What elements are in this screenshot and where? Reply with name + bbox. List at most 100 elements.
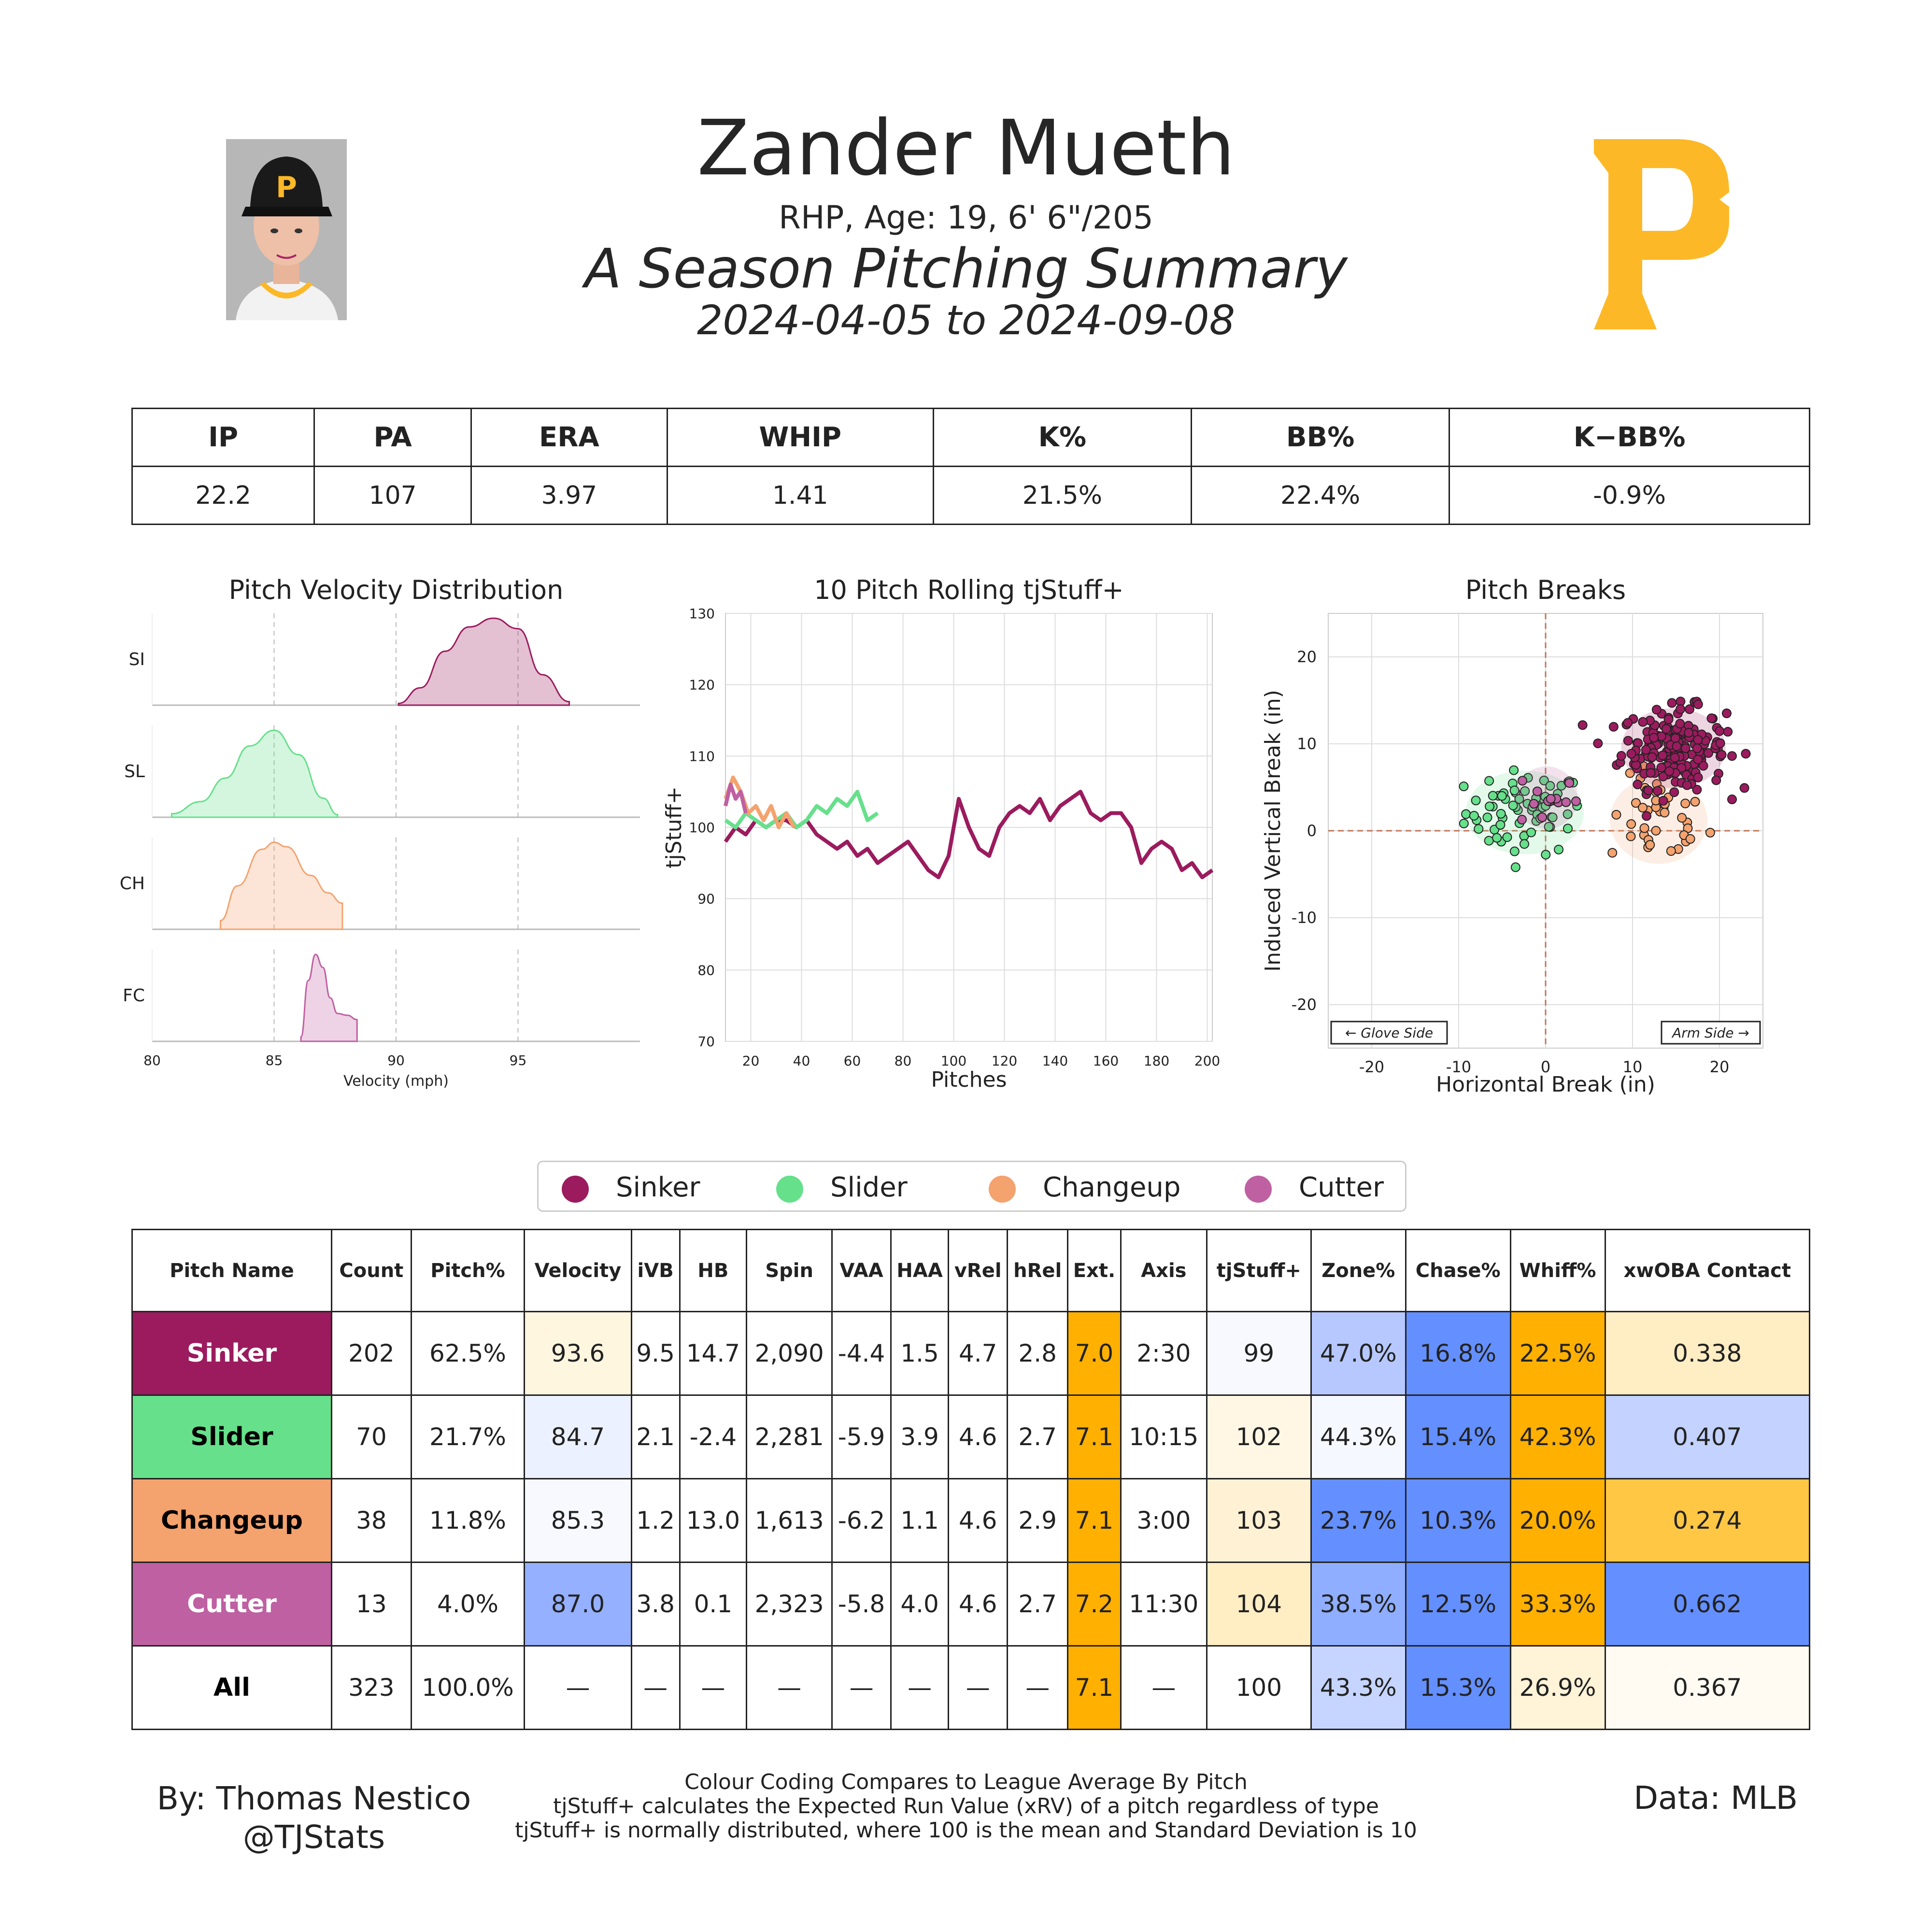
pitch-table-header: Velocity [524,1229,632,1312]
pitch-table-cell: 23.7% [1310,1478,1406,1563]
pitch-point [1546,794,1556,804]
pitch-table-cell: 2.7 [1007,1562,1069,1647]
pitch-table-header: Count [331,1229,412,1312]
player-name: Zander Mueth [697,104,1235,193]
stat-header: BB% [1190,408,1450,467]
author-credit: By: Thomas Nestico @TJStats [150,1779,478,1857]
author-handle: @TJStats [242,1818,385,1856]
pitch-table-header: Whiff% [1509,1229,1606,1312]
y-tick-label: 100 [689,820,715,836]
x-tick-label: 140 [1042,1053,1068,1069]
pitch-table-header: Pitch Name [131,1229,332,1312]
pitch-point [1717,750,1727,760]
pitch-point [1660,808,1670,818]
stat-value: 107 [313,466,472,525]
pitch-table-cell: 12.5% [1405,1562,1511,1647]
pitch-point [1698,761,1708,771]
pitch-point [1474,824,1484,834]
pitch-table-cell: 62.5% [410,1311,526,1396]
y-tick-label: 10 [1297,735,1317,753]
pitch-point [1519,839,1529,849]
pitch-table-cell: -2.4 [679,1394,748,1479]
pitch-point [1651,825,1661,836]
pitch-point [1564,778,1575,788]
pitch-table-cell: 0.274 [1604,1478,1811,1563]
ridge-label: CH [120,874,145,894]
ridge-label: SL [124,762,145,781]
pitch-table-cell: — [1120,1645,1208,1730]
pitch-point [1638,717,1648,727]
pitch-table-cell: 43.3% [1310,1645,1406,1730]
ridge-panel: SL [124,725,640,818]
pitch-table-cell: 14.7 [679,1311,748,1396]
stat-header: K−BB% [1449,408,1810,467]
pitch-table-cell: 100 [1206,1645,1312,1730]
pitch-point [1727,751,1737,761]
chart-title: Pitch Breaks [1465,575,1626,605]
pitch-point [1626,819,1636,829]
stat-value: 22.4% [1190,466,1450,525]
pitch-point [1685,704,1695,714]
pitch-point [1484,836,1494,846]
pitch-point [1495,820,1506,830]
pitch-table-cell: — [948,1645,1009,1730]
pitch-table-cell: 42.3% [1509,1394,1606,1479]
pitch-table-header: Axis [1120,1229,1208,1312]
pitch-table-cell: — [831,1645,892,1730]
pitch-point [1529,799,1539,809]
pitch-point [1739,783,1749,793]
pitch-table-cell: 0.1 [679,1562,748,1647]
legend-dot [776,1176,803,1203]
pitch-table-cell: — [890,1645,950,1730]
pitch-point [1497,791,1507,801]
pitch-table-cell: — [746,1645,833,1730]
stat-value: 21.5% [932,466,1193,525]
x-tick-label: 100 [941,1053,966,1069]
rolling-tjstuff-chart: 10 Pitch Rolling tjStuff+ 20 40 60 80 100 120 1… [662,575,1220,1092]
pitch-table-row: All 323 100.0% — — — — — — — —7.1—100 43.3% 15.3% 26.… [131,1645,1811,1730]
pitch-point [1471,796,1481,806]
pitch-table-cell: 4.6 [948,1478,1009,1563]
pitch-table-header: Zone% [1310,1229,1406,1312]
pitch-point [1677,813,1687,823]
scatter-points-sinker [1577,696,1751,821]
footer-notes: Colour Coding Compares to League Average… [483,1770,1449,1843]
pitch-point [1643,785,1653,796]
density-ch [219,841,343,930]
pitch-table-header: tjStuff+ [1206,1229,1312,1312]
legend-label: Sinker [616,1172,700,1204]
pitch-table-cell: 0.662 [1604,1562,1811,1647]
pitch-table-cell: 47.0% [1310,1311,1406,1396]
pitch-point [1684,728,1694,738]
legend-label: Changeup [1043,1172,1181,1204]
pitch-table-row: Sinker 202 62.5% 93.6 9.5 14.7 2,090 -4.4 1.5 4.7… [131,1311,1811,1396]
pitch-table-cell: 99 [1206,1311,1312,1396]
pitch-table-cell: 4.0 [890,1562,950,1647]
pitch-table-cell: 11:30 [1120,1562,1208,1647]
pitch-point [1593,739,1603,749]
pitch-point [1651,705,1662,715]
pitch-point [1680,798,1690,809]
stats-header-row: IP PA ERA WHIP K% BB% K−BB% [131,408,1810,467]
pitch-point [1526,827,1536,838]
pitch-table-cell: 13 [331,1562,412,1647]
arm-side-annotation: Arm Side → [1671,1025,1749,1041]
pitch-table-cell: 100.0% [410,1645,526,1730]
x-axis-label: Pitches [931,1067,1007,1092]
pitch-table-cell: 1.2 [630,1478,681,1563]
pitch-table-header: xwOBA Contact [1604,1229,1811,1312]
pitch-table-cell: 7.0 [1067,1311,1122,1396]
pitch-table-cell: 38 [331,1478,412,1563]
y-tick-label: 90 [697,891,715,907]
pitch-point [1514,794,1524,804]
annotation-box [1661,1021,1761,1045]
pitch-table-cell: 10:15 [1120,1394,1208,1479]
stat-header: ERA [470,408,668,467]
pitch-point [1502,832,1512,842]
pitch-table-cell: 103 [1206,1478,1312,1563]
legend-item-slider: Slider [776,1174,908,1203]
pitch-table-cell: 15.3% [1405,1645,1511,1730]
pitch-table-header: Chase% [1405,1229,1511,1312]
pitch-point [1510,862,1520,872]
x-tick-label: 20 [742,1053,760,1069]
